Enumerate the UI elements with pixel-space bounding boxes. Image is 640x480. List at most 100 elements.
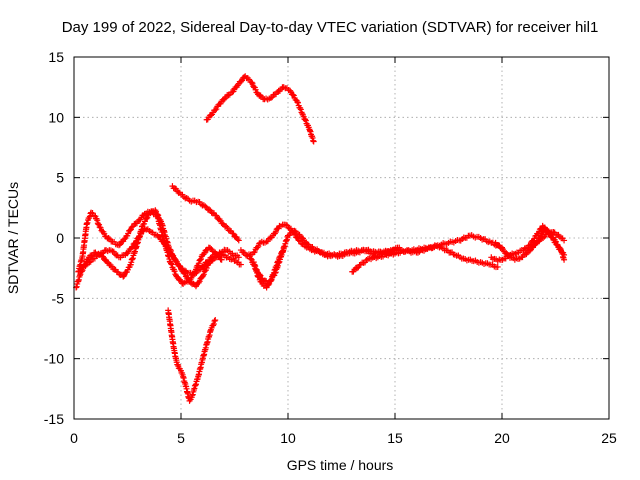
data-point-trace — [271, 267, 278, 274]
data-point — [96, 224, 103, 231]
data-point — [306, 126, 313, 133]
data-point — [186, 278, 193, 285]
data-point-trace — [144, 214, 151, 221]
data-point-trace — [129, 243, 136, 250]
data-point-trace — [171, 255, 178, 262]
data-point-trace — [234, 236, 241, 243]
series-arc-6 — [165, 309, 218, 403]
data-point — [267, 277, 274, 284]
data-point — [237, 261, 244, 268]
data-point — [366, 255, 373, 262]
y-tick-label: 5 — [56, 170, 64, 186]
data-point — [541, 225, 548, 232]
data-point — [109, 238, 116, 245]
data-point — [218, 251, 225, 258]
data-point — [178, 367, 184, 374]
series-arc-10 — [350, 242, 500, 275]
data-point — [466, 232, 473, 239]
data-point-trace — [354, 265, 361, 272]
data-point — [319, 249, 326, 256]
data-point-trace — [168, 260, 175, 267]
series-arc-13 — [530, 227, 567, 256]
data-point — [492, 239, 499, 246]
data-point — [293, 97, 300, 104]
data-point-trace — [230, 88, 237, 95]
data-point — [426, 244, 433, 251]
data-point — [511, 256, 518, 263]
data-point — [222, 247, 229, 254]
data-point-trace — [210, 320, 217, 327]
data-point-trace — [196, 278, 203, 285]
data-point — [255, 91, 262, 98]
y-axis-label: SDTVAR / TECUs — [5, 182, 21, 294]
data-point — [212, 317, 219, 324]
data-point-trace — [297, 106, 304, 113]
data-point-trace — [97, 224, 104, 231]
data-point — [105, 260, 112, 267]
data-point — [103, 247, 110, 254]
data-point-trace — [181, 269, 188, 276]
y-tick-label: 10 — [48, 109, 64, 125]
data-point — [285, 232, 291, 239]
data-point — [154, 232, 161, 239]
data-point — [280, 245, 287, 252]
data-point-trace — [163, 243, 170, 250]
chart-title: Day 199 of 2022, Sidereal Day-to-day VTE… — [62, 19, 599, 36]
data-point — [336, 253, 343, 260]
data-point — [180, 373, 187, 380]
data-point-trace — [176, 276, 183, 283]
data-point — [171, 349, 178, 356]
data-point-trace — [164, 244, 171, 251]
data-point — [267, 95, 274, 102]
data-point — [528, 244, 535, 251]
data-point-trace — [155, 212, 162, 219]
x-tick-label: 20 — [494, 430, 510, 446]
y-tick-label: 0 — [56, 230, 64, 246]
data-point-trace — [84, 219, 91, 226]
x-tick-label: 25 — [601, 430, 617, 446]
data-point — [128, 224, 135, 231]
data-point — [250, 259, 257, 266]
data-point — [259, 280, 266, 287]
data-point — [400, 248, 407, 255]
data-point — [237, 247, 244, 254]
data-point — [152, 207, 159, 214]
data-point-trace — [272, 228, 279, 235]
data-point-trace — [249, 80, 256, 87]
data-point — [304, 241, 311, 248]
data-point — [513, 249, 520, 256]
data-point — [83, 220, 90, 227]
data-point — [126, 263, 133, 270]
data-point-trace — [299, 110, 306, 117]
x-tick-label: 15 — [387, 430, 403, 446]
data-point — [310, 245, 317, 252]
data-point — [90, 255, 97, 262]
data-point-trace — [537, 233, 544, 240]
data-point — [199, 273, 206, 280]
data-point — [270, 232, 277, 239]
data-point — [548, 231, 555, 238]
data-point — [210, 109, 217, 116]
data-point — [349, 268, 356, 275]
series-arc-5 — [204, 74, 317, 144]
data-point-trace — [143, 215, 150, 222]
data-point — [287, 87, 294, 94]
data-point — [263, 238, 270, 245]
data-point — [115, 242, 122, 249]
data-point — [167, 259, 174, 266]
data-point — [235, 254, 242, 261]
series-arc-4 — [170, 185, 241, 243]
data-point — [396, 244, 403, 251]
data-point — [374, 254, 381, 261]
data-point — [203, 116, 210, 123]
data-point — [362, 247, 369, 254]
data-point — [299, 111, 306, 118]
data-point — [199, 356, 206, 363]
data-point — [554, 242, 561, 249]
data-point-trace — [255, 243, 262, 250]
data-point — [486, 261, 493, 268]
data-point — [203, 204, 210, 211]
y-tick-label: -10 — [44, 351, 64, 367]
data-point — [184, 389, 191, 396]
data-point — [494, 257, 501, 264]
